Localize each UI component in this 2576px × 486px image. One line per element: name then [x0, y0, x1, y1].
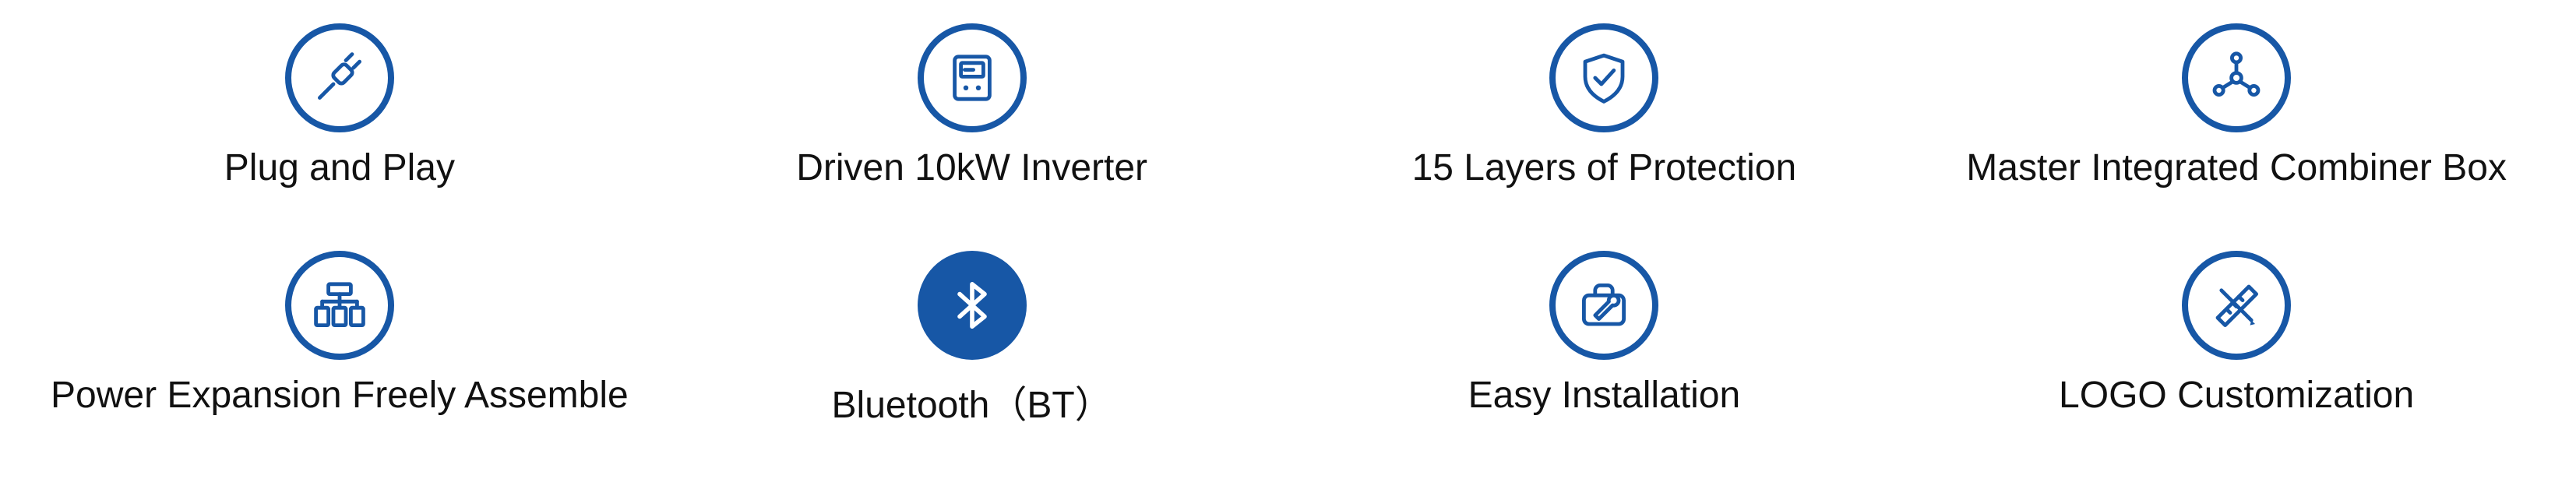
feature-combiner: Master Integrated Combiner Box: [1920, 16, 2553, 243]
feature-label: Plug and Play: [224, 146, 455, 189]
plug-icon: [285, 23, 394, 132]
shield-check-icon: [1549, 23, 1658, 132]
combiner-icon: [2182, 23, 2291, 132]
design-tools-icon: [2182, 251, 2291, 360]
feature-installation: Easy Installation: [1288, 243, 1921, 470]
feature-label: Bluetooth（BT）: [832, 374, 1112, 428]
feature-label: Master Integrated Combiner Box: [1966, 146, 2507, 189]
feature-label: Power Expansion Freely Assemble: [51, 374, 629, 417]
feature-label: Easy Installation: [1468, 374, 1741, 417]
feature-plug-and-play: Plug and Play: [23, 16, 656, 243]
feature-inverter: Driven 10kW Inverter: [656, 16, 1288, 243]
feature-label: 15 Layers of Protection: [1412, 146, 1797, 189]
feature-protection: 15 Layers of Protection: [1288, 16, 1921, 243]
feature-customization: LOGO Customization: [1920, 243, 2553, 470]
feature-grid: Plug and Play Driven 10kW Inverter 15 La…: [0, 0, 2576, 486]
feature-bluetooth: Bluetooth（BT）: [656, 243, 1288, 470]
inverter-icon: [918, 23, 1027, 132]
expansion-icon: [285, 251, 394, 360]
feature-label: Driven 10kW Inverter: [796, 146, 1147, 189]
feature-label: LOGO Customization: [2059, 374, 2414, 417]
feature-expansion: Power Expansion Freely Assemble: [23, 243, 656, 470]
bluetooth-icon: [918, 251, 1027, 360]
toolbox-icon: [1549, 251, 1658, 360]
